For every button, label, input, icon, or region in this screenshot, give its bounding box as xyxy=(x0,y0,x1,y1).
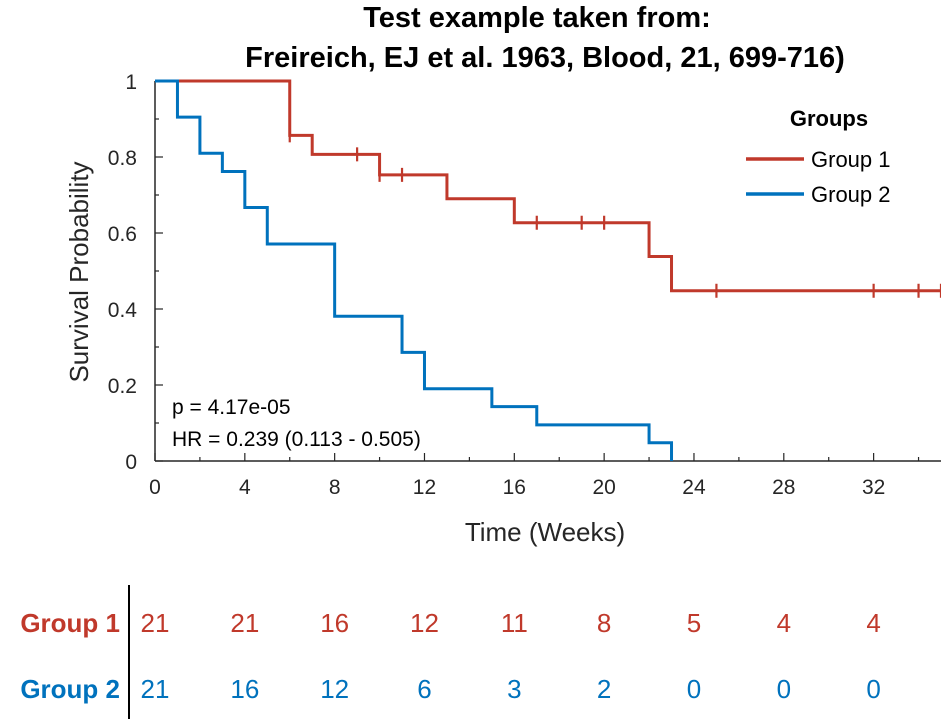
risk-count-group-2: 0 xyxy=(777,674,791,704)
risk-row-label-group-2: Group 2 xyxy=(20,674,120,704)
hazard-ratio-annotation: HR = 0.239 (0.113 - 0.505) xyxy=(172,428,421,451)
y-tick-label: 0 xyxy=(125,451,137,474)
x-tick-label: 4 xyxy=(239,476,251,499)
risk-count-group-1: 12 xyxy=(410,608,439,638)
risk-row-label-group-1: Group 1 xyxy=(20,608,120,638)
y-tick-label: 1 xyxy=(125,71,137,94)
x-tick-label: 20 xyxy=(592,476,615,499)
y-tick-label: 0.8 xyxy=(108,147,137,170)
x-tick-label: 24 xyxy=(682,476,706,499)
x-tick-label: 16 xyxy=(503,476,526,499)
risk-count-group-2: 16 xyxy=(230,674,259,704)
risk-count-group-2: 21 xyxy=(141,674,170,704)
x-axis-label: Time (Weeks) xyxy=(465,517,625,547)
risk-count-group-2: 6 xyxy=(417,674,431,704)
chart-title-line2: Freireich, EJ et al. 1963, Blood, 21, 69… xyxy=(245,42,845,74)
risk-table: Group 1 21 21 16 12 11 8 5 4 4 Group 2 21 16 12 6 3 2 0 0 0 xyxy=(20,585,881,719)
legend: Groups Group 1 Group 2 xyxy=(746,106,891,207)
y-tick-label: 0.6 xyxy=(108,223,137,246)
x-tick-label: 32 xyxy=(862,476,885,499)
survival-curve-group-2 xyxy=(155,79,674,461)
risk-count-group-1: 5 xyxy=(687,608,701,638)
y-tick-label: 0.2 xyxy=(108,375,137,398)
legend-title: Groups xyxy=(790,106,868,131)
risk-count-group-1: 11 xyxy=(501,608,528,638)
x-tick-label: 28 xyxy=(772,476,795,499)
chart-title-line1: Test example taken from: xyxy=(363,2,711,34)
risk-count-group-2: 0 xyxy=(687,674,701,704)
risk-count-group-1: 21 xyxy=(141,608,170,638)
risk-count-group-2: 3 xyxy=(507,674,521,704)
risk-count-group-1: 16 xyxy=(320,608,349,638)
x-tick-label: 12 xyxy=(413,476,436,499)
risk-count-group-2: 2 xyxy=(597,674,611,704)
y-tick-label: 0.4 xyxy=(108,299,138,322)
y-axis-label: Survival Probability xyxy=(64,161,94,382)
x-tick-label: 8 xyxy=(329,476,341,499)
p-value-annotation: p = 4.17e-05 xyxy=(172,396,291,419)
legend-label-group-2: Group 2 xyxy=(811,182,891,207)
plot-area: 0 4 8 12 16 20 24 28 32 0 0.2 0.4 0.6 0.8 1 xyxy=(108,71,941,499)
x-tick-label: 0 xyxy=(149,476,161,499)
risk-count-group-2: 0 xyxy=(866,674,880,704)
risk-count-group-1: 21 xyxy=(230,608,259,638)
risk-count-group-1: 4 xyxy=(866,608,880,638)
survival-curve-group-1 xyxy=(155,79,941,293)
risk-count-group-1: 4 xyxy=(777,608,791,638)
legend-label-group-1: Group 1 xyxy=(811,147,891,172)
risk-count-group-2: 12 xyxy=(320,674,349,704)
risk-count-group-1: 8 xyxy=(597,608,611,638)
